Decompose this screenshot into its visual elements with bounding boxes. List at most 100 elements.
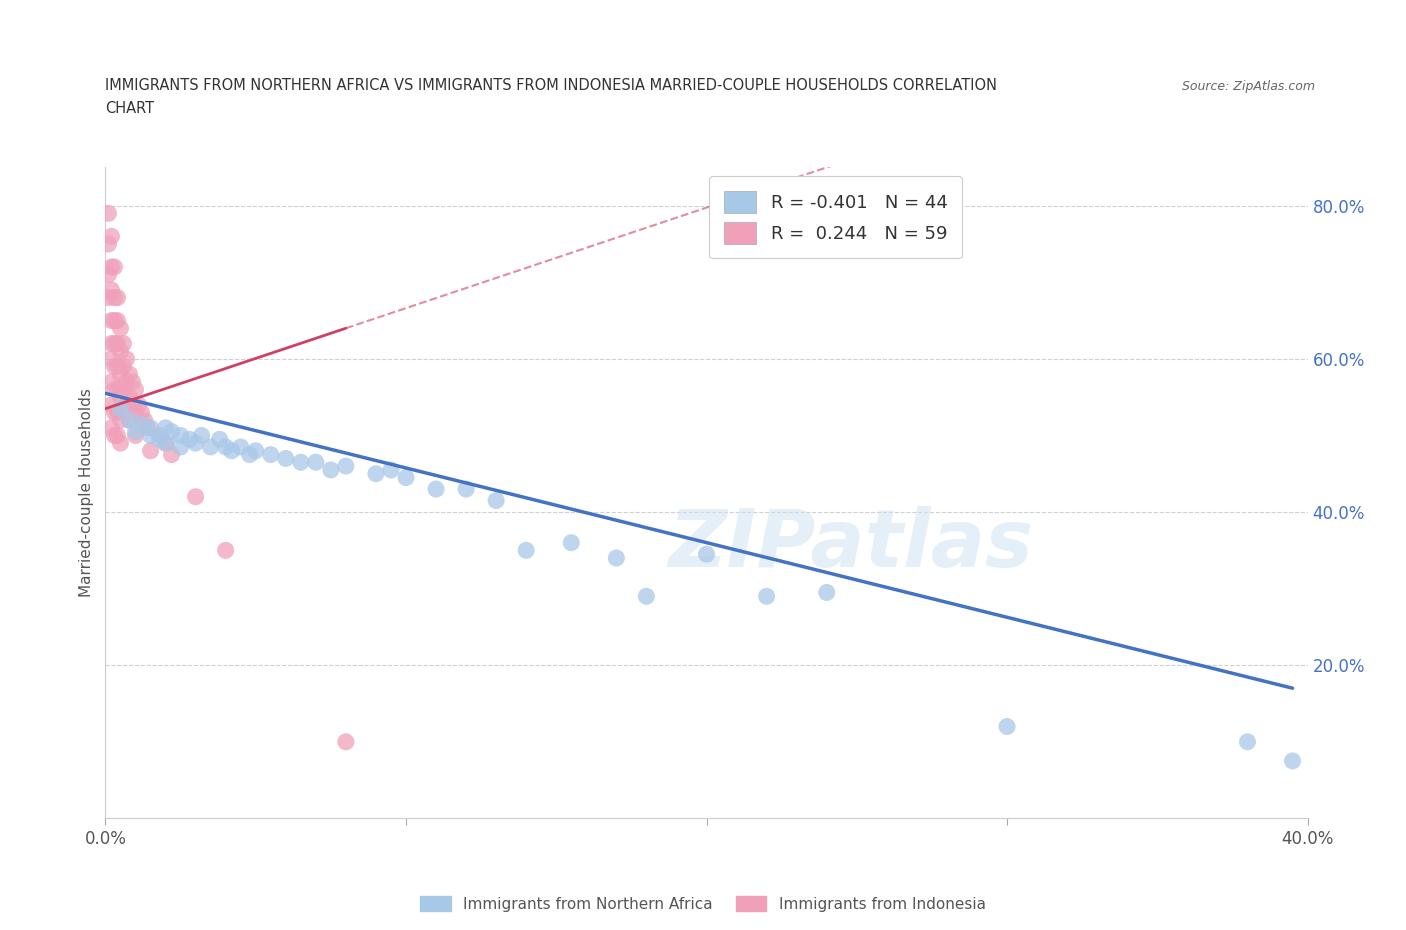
Point bbox=[131, 405, 153, 420]
Point bbox=[305, 455, 328, 470]
Point bbox=[107, 336, 129, 351]
Point bbox=[229, 440, 252, 455]
Point bbox=[184, 435, 207, 450]
Point bbox=[112, 336, 135, 351]
Point bbox=[97, 236, 120, 251]
Point bbox=[107, 359, 129, 374]
Point bbox=[136, 420, 159, 435]
Point bbox=[696, 547, 718, 562]
Point bbox=[139, 420, 162, 435]
Point bbox=[100, 336, 122, 351]
Point bbox=[214, 543, 236, 558]
Point bbox=[118, 413, 141, 428]
Point bbox=[107, 382, 129, 397]
Point bbox=[169, 428, 191, 443]
Point bbox=[124, 405, 146, 420]
Point bbox=[118, 390, 141, 405]
Point bbox=[103, 259, 125, 274]
Point bbox=[112, 382, 135, 397]
Point bbox=[139, 428, 162, 443]
Point bbox=[1281, 753, 1303, 768]
Point bbox=[755, 589, 778, 604]
Point bbox=[100, 352, 122, 366]
Point bbox=[97, 206, 120, 220]
Point bbox=[364, 466, 387, 481]
Point bbox=[110, 321, 132, 336]
Point bbox=[148, 428, 170, 443]
Point bbox=[100, 229, 122, 244]
Point bbox=[97, 267, 120, 282]
Point bbox=[103, 359, 125, 374]
Point bbox=[815, 585, 838, 600]
Text: IMMIGRANTS FROM NORTHERN AFRICA VS IMMIGRANTS FROM INDONESIA MARRIED-COUPLE HOUS: IMMIGRANTS FROM NORTHERN AFRICA VS IMMIG… bbox=[105, 78, 997, 93]
Point bbox=[155, 435, 177, 450]
Point bbox=[128, 397, 150, 412]
Legend: Immigrants from Northern Africa, Immigrants from Indonesia: Immigrants from Northern Africa, Immigra… bbox=[415, 889, 991, 918]
Point bbox=[155, 420, 177, 435]
Point bbox=[134, 413, 156, 428]
Point bbox=[131, 417, 153, 432]
Point bbox=[335, 735, 357, 750]
Point bbox=[121, 375, 143, 390]
Point bbox=[124, 428, 146, 443]
Point bbox=[335, 458, 357, 473]
Point bbox=[110, 401, 132, 416]
Point bbox=[100, 283, 122, 298]
Point bbox=[115, 375, 138, 390]
Point bbox=[221, 444, 243, 458]
Text: ZIPatlas: ZIPatlas bbox=[668, 506, 1033, 584]
Point bbox=[110, 344, 132, 359]
Text: CHART: CHART bbox=[105, 101, 155, 116]
Point bbox=[160, 424, 183, 439]
Point bbox=[110, 435, 132, 450]
Point bbox=[245, 444, 267, 458]
Point bbox=[155, 435, 177, 450]
Point bbox=[100, 313, 122, 328]
Point bbox=[239, 447, 262, 462]
Point bbox=[100, 375, 122, 390]
Point bbox=[290, 455, 312, 470]
Point bbox=[107, 405, 129, 420]
Point bbox=[515, 543, 537, 558]
Point bbox=[124, 424, 146, 439]
Point bbox=[148, 432, 170, 446]
Point bbox=[112, 359, 135, 374]
Point bbox=[274, 451, 297, 466]
Point bbox=[139, 444, 162, 458]
Point bbox=[395, 471, 418, 485]
Point bbox=[107, 313, 129, 328]
Point bbox=[103, 382, 125, 397]
Point bbox=[121, 397, 143, 412]
Point bbox=[103, 428, 125, 443]
Point bbox=[110, 366, 132, 381]
Point bbox=[103, 313, 125, 328]
Point bbox=[103, 405, 125, 420]
Point bbox=[107, 290, 129, 305]
Point bbox=[485, 493, 508, 508]
Point bbox=[179, 432, 201, 446]
Point bbox=[454, 482, 477, 497]
Point bbox=[380, 462, 402, 477]
Text: Source: ZipAtlas.com: Source: ZipAtlas.com bbox=[1181, 80, 1315, 93]
Point bbox=[1236, 735, 1258, 750]
Point bbox=[190, 428, 212, 443]
Point bbox=[103, 290, 125, 305]
Point bbox=[995, 719, 1018, 734]
Point bbox=[636, 589, 658, 604]
Point bbox=[115, 352, 138, 366]
Point bbox=[107, 428, 129, 443]
Point bbox=[115, 397, 138, 412]
Y-axis label: Married-couple Households: Married-couple Households bbox=[79, 389, 94, 597]
Legend: R = -0.401   N = 44, R =  0.244   N = 59: R = -0.401 N = 44, R = 0.244 N = 59 bbox=[709, 177, 962, 259]
Point bbox=[110, 390, 132, 405]
Point bbox=[260, 447, 283, 462]
Point bbox=[214, 440, 236, 455]
Point bbox=[97, 290, 120, 305]
Point bbox=[118, 413, 141, 428]
Point bbox=[118, 366, 141, 381]
Point bbox=[425, 482, 447, 497]
Point bbox=[208, 432, 231, 446]
Point bbox=[605, 551, 627, 565]
Point bbox=[200, 440, 222, 455]
Point bbox=[560, 536, 582, 551]
